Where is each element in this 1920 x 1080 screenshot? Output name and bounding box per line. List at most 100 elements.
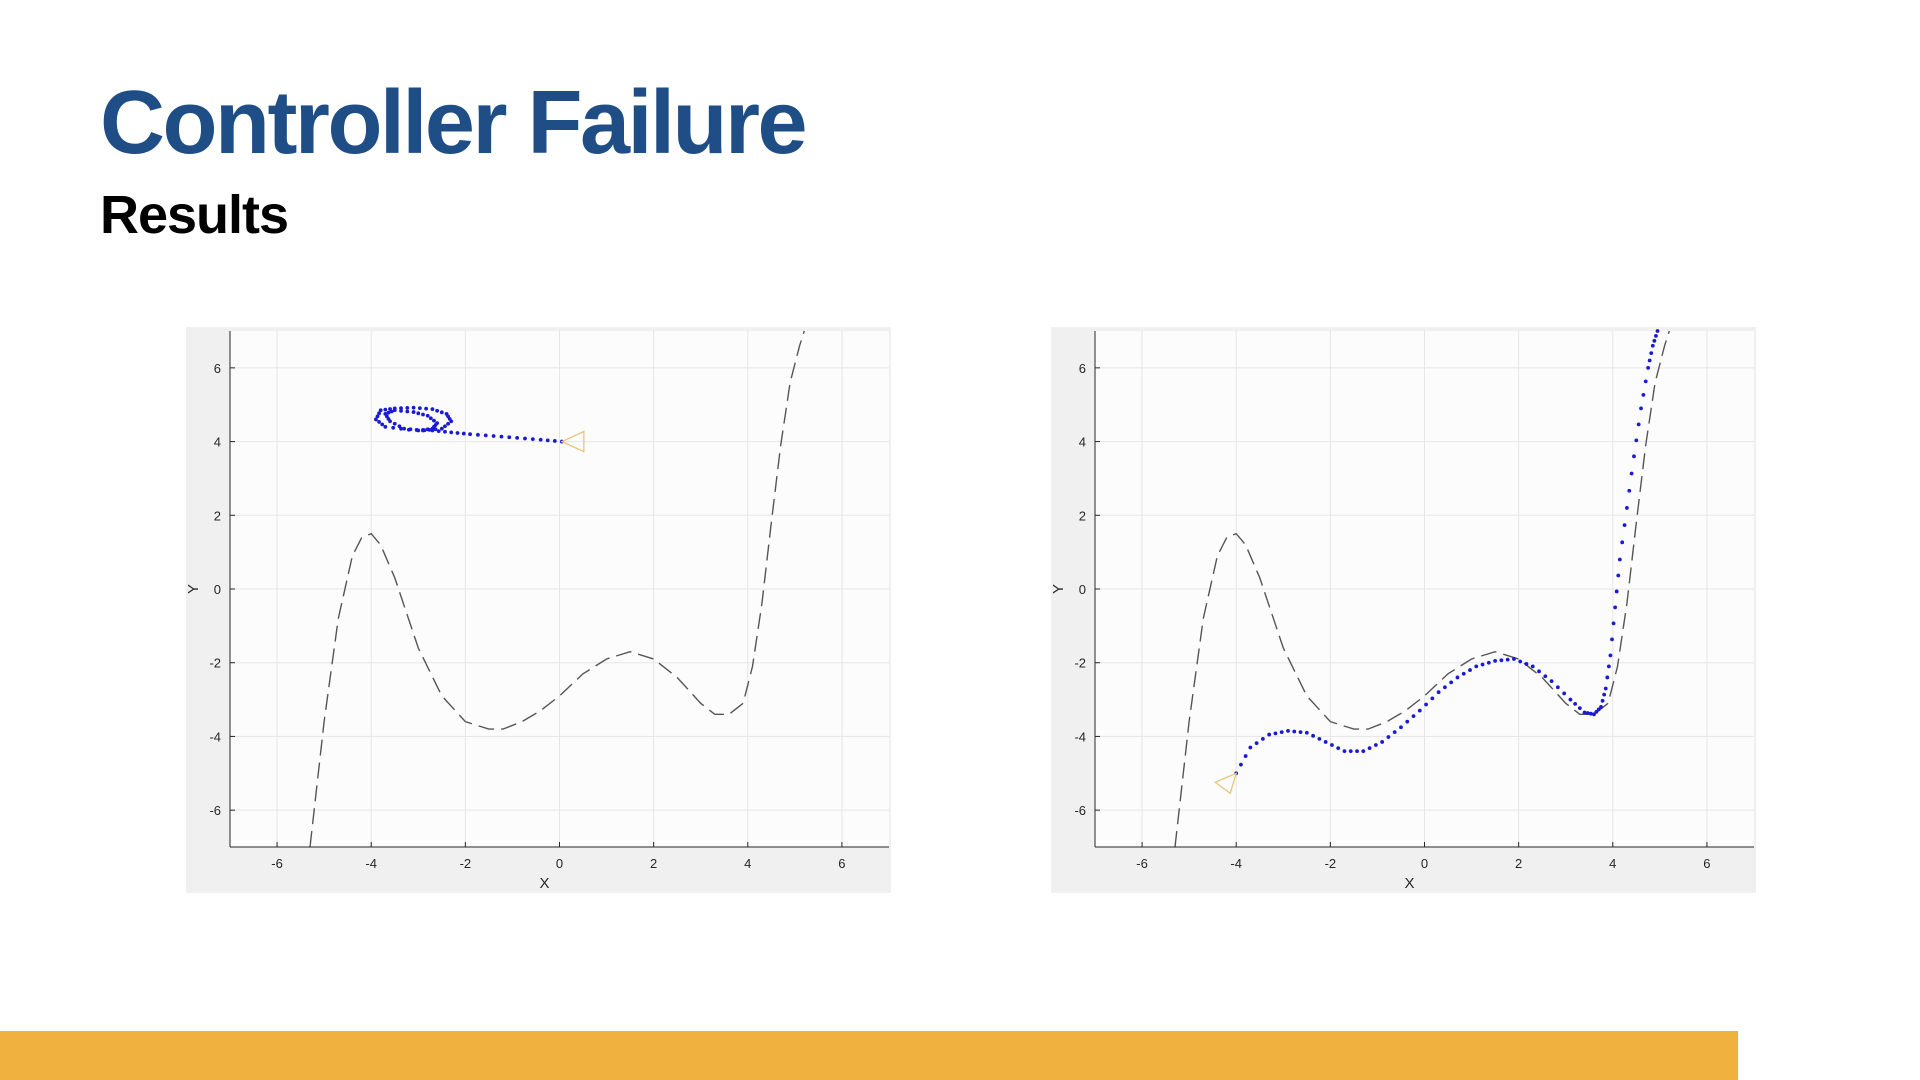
- chart-right-x-tick-label: -6: [1136, 856, 1148, 871]
- chart-right-trajectory-point: [1480, 662, 1485, 667]
- chart-left-trajectory-point: [411, 410, 416, 414]
- chart-right-trajectory-point: [1616, 573, 1621, 578]
- chart-left-trajectory-point: [383, 424, 388, 429]
- chart-right-y-tick-label: 2: [1079, 508, 1086, 523]
- chart-right-trajectory-point: [1424, 702, 1428, 707]
- chart-left-trajectory-point: [491, 434, 496, 438]
- chart-right-trajectory-point: [1311, 733, 1315, 738]
- chart-left-trajectory-point: [405, 406, 410, 410]
- chart-right-trajectory-point: [1474, 664, 1479, 669]
- chart-left-trajectory-point: [386, 410, 391, 415]
- chart-right-trajectory-point: [1405, 719, 1410, 724]
- chart-right-trajectory-point: [1599, 705, 1603, 709]
- chart-right-trajectory-point: [1449, 680, 1454, 685]
- chart-left-trajectory-point: [530, 437, 535, 442]
- chart-right-trajectory-point: [1461, 671, 1466, 676]
- chart-left-trajectory-point: [417, 406, 422, 411]
- chart-right-trajectory-point: [1652, 338, 1657, 343]
- chart-right-trajectory-point: [1634, 438, 1639, 443]
- chart-left-trajectory-point: [476, 432, 480, 437]
- chart-left-trajectory-point: [449, 419, 454, 424]
- chart-right-trajectory-point: [1646, 365, 1650, 370]
- chart-right-trajectory-point: [1279, 730, 1284, 735]
- chart-left-trajectory-point: [439, 426, 444, 431]
- chart-left-x-tick-label: -2: [460, 856, 472, 871]
- chart-right-trajectory-point: [1411, 714, 1416, 719]
- chart-left-y-tick-label: -4: [209, 729, 221, 744]
- chart-left-trajectory-point: [545, 438, 550, 443]
- chart-right-trajectory-point: [1600, 698, 1605, 703]
- chart-right-y-tick-label: 6: [1079, 361, 1086, 376]
- chart-left-trajectory-point: [461, 431, 466, 436]
- chart-right-trajectory-point: [1649, 351, 1654, 356]
- chart-left-trajectory-point: [449, 430, 454, 435]
- chart-left-trajectory-point: [443, 429, 447, 434]
- slide-subtitle: Results: [100, 185, 289, 245]
- chart-right-trajectory-point: [1610, 637, 1614, 642]
- chart-left-trajectory-point: [446, 421, 450, 426]
- chart-left-trajectory-point: [507, 435, 512, 440]
- chart-left-y-axis-label: Y: [186, 584, 202, 594]
- chart-right-trajectory-point: [1442, 685, 1447, 690]
- chart-left-trajectory-point: [424, 406, 429, 411]
- chart-right-trajectory-point: [1486, 660, 1491, 665]
- chart-left-trajectory-point: [425, 427, 430, 432]
- chart-left-trajectory-point: [538, 437, 543, 442]
- chart-right-trajectory-point: [1254, 741, 1259, 746]
- chart-left-trajectory-point: [397, 424, 402, 429]
- footer-accent-bar: [0, 1031, 1738, 1080]
- chart-left-y-tick-label: 6: [214, 361, 221, 376]
- chart-left-trajectory-point: [455, 431, 460, 435]
- chart-left-y-tick-label: -2: [209, 656, 221, 671]
- chart-left-x-tick-label: 4: [744, 856, 751, 871]
- chart-left-y-tick-label: 4: [214, 435, 221, 450]
- chart-right-trajectory-point: [1606, 664, 1611, 669]
- chart-right-trajectory-point: [1298, 730, 1303, 735]
- chart-left-x-tick-label: 2: [650, 856, 657, 871]
- chart-right-trajectory-point: [1273, 731, 1278, 736]
- chart-right-reference-path: [1174, 330, 1670, 848]
- chart-right-trajectory-point: [1417, 708, 1422, 713]
- chart-left-trajectory-point: [405, 409, 410, 414]
- chart-left-trajectory-point: [425, 413, 430, 418]
- chart-right-trajectory-point: [1355, 749, 1359, 754]
- chart-right-trajectory-point: [1647, 358, 1652, 363]
- chart-right-y-axis-label: Y: [1051, 584, 1067, 594]
- chart-right-trajectory-point: [1654, 334, 1658, 338]
- chart-right-x-tick-label: 0: [1421, 856, 1428, 871]
- chart-right-trajectory-point: [1614, 589, 1619, 594]
- chart-left-x-axis-label: X: [539, 875, 549, 892]
- chart-right-trajectory-point: [1577, 706, 1582, 711]
- chart-right-trajectory-point: [1603, 686, 1608, 691]
- chart-right-trajectory-point: [1323, 740, 1328, 744]
- chart-right-trajectory-point: [1617, 557, 1622, 562]
- chart-right-trajectory-point: [1543, 674, 1548, 679]
- chart-left-trajectory-point: [375, 414, 380, 419]
- chart-left-trajectory-point: [391, 425, 396, 430]
- chart-right-trajectory-point: [1468, 668, 1472, 672]
- chart-left-vehicle-marker: [560, 430, 585, 453]
- chart-left-trajectory-point: [421, 412, 425, 417]
- chart-right-trajectory-point: [1518, 659, 1523, 664]
- chart-left-trajectory-point: [428, 416, 433, 421]
- chart-right-trajectory-point: [1348, 749, 1353, 754]
- chart-right-trajectory-point: [1537, 669, 1541, 674]
- chart-right-trajectory-point: [1499, 658, 1504, 663]
- chart-right-trajectory-point: [1585, 711, 1590, 715]
- chart-right-trajectory-point: [1248, 745, 1253, 750]
- chart-left-trajectory-point: [383, 407, 388, 412]
- chart-right-trajectory-point: [1608, 653, 1613, 658]
- chart-right-trajectory-point: [1530, 664, 1535, 669]
- chart-left-trajectory-point: [377, 411, 381, 416]
- chart-right-trajectory-point: [1613, 605, 1618, 610]
- chart-left-trajectory-point: [399, 406, 403, 411]
- chart-right-x-axis-label: X: [1404, 875, 1414, 892]
- chart-left-trajectory-point: [402, 426, 407, 431]
- chart-right-trajectory-point: [1260, 736, 1265, 741]
- chart-right-trajectory-point: [1399, 725, 1403, 730]
- chart-right-trajectory-point: [1436, 690, 1441, 695]
- chart-right-trajectory-point: [1455, 675, 1460, 680]
- chart-left-trajectory-point: [374, 417, 378, 422]
- chart-right-trajectory-point: [1524, 662, 1529, 666]
- chart-right-trajectory-point: [1304, 730, 1309, 735]
